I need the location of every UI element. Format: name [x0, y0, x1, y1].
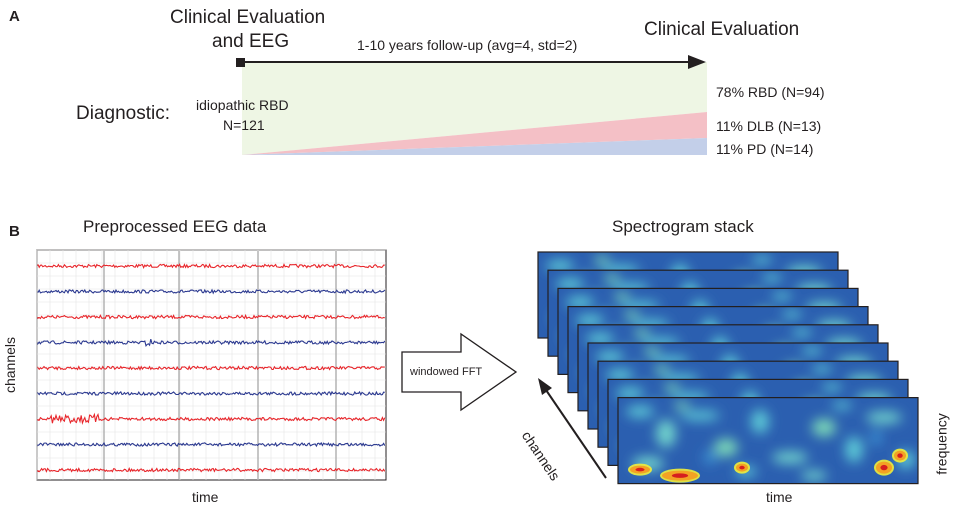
- eeg-channel-trace: [37, 412, 386, 426]
- followup-arrowhead: [688, 55, 706, 69]
- end-evaluation-title: Clinical Evaluation: [644, 19, 800, 40]
- diagnostic-label: Diagnostic:: [76, 103, 170, 124]
- rbd-outcome-region: [242, 62, 707, 155]
- eeg-channel-trace: [37, 466, 386, 473]
- eeg-channel-trace: [37, 441, 386, 448]
- outcome-rbd-label: 78% RBD (N=94): [716, 84, 825, 100]
- eeg-channel-trace: [37, 365, 385, 371]
- eeg-y-axis-label: channels: [2, 336, 19, 394]
- panel-a-label: A: [9, 8, 20, 25]
- start-evaluation-title-line2: and EEG: [212, 31, 290, 52]
- spectrogram-title: Spectrogram stack: [612, 217, 754, 236]
- windowed-fft-label: windowed FFT: [410, 366, 483, 378]
- spectrogram-x-axis-label: time: [766, 489, 793, 505]
- spectrogram-frequency-label: frequency: [933, 413, 950, 475]
- eeg-plot: [36, 249, 387, 481]
- pd-outcome-region: [242, 138, 707, 155]
- start-evaluation-title-line1: Clinical Evaluation: [170, 7, 326, 28]
- eeg-plot-title: Preprocessed EEG data: [83, 217, 267, 236]
- eeg-channel-trace: [37, 390, 385, 397]
- outcome-dlb-label: 11% DLB (N=13): [716, 118, 822, 134]
- eeg-x-axis-label: time: [192, 489, 219, 505]
- spectrogram-stack: [537, 251, 919, 485]
- dlb-outcome-region: [242, 112, 707, 155]
- eeg-channel-trace: [37, 288, 386, 295]
- spectrogram-layer: [617, 397, 919, 485]
- cohort-label-line2: N=121: [223, 117, 265, 133]
- eeg-channel-trace: [37, 338, 386, 347]
- panel-b-label: B: [9, 223, 20, 240]
- eeg-channel-trace: [37, 263, 385, 269]
- cohort-label-line1: idiopathic RBD: [196, 97, 289, 113]
- timeline-start-marker: [236, 58, 245, 67]
- outcome-pd-label: 11% PD (N=14): [716, 141, 814, 157]
- windowed-fft-arrow: [401, 332, 518, 412]
- channels-diagonal-arrow-shaft: [545, 389, 607, 479]
- eeg-channel-trace: [37, 313, 385, 320]
- followup-duration-label: 1-10 years follow-up (avg=4, std=2): [357, 37, 578, 53]
- channels-diagonal-arrowhead: [538, 378, 552, 395]
